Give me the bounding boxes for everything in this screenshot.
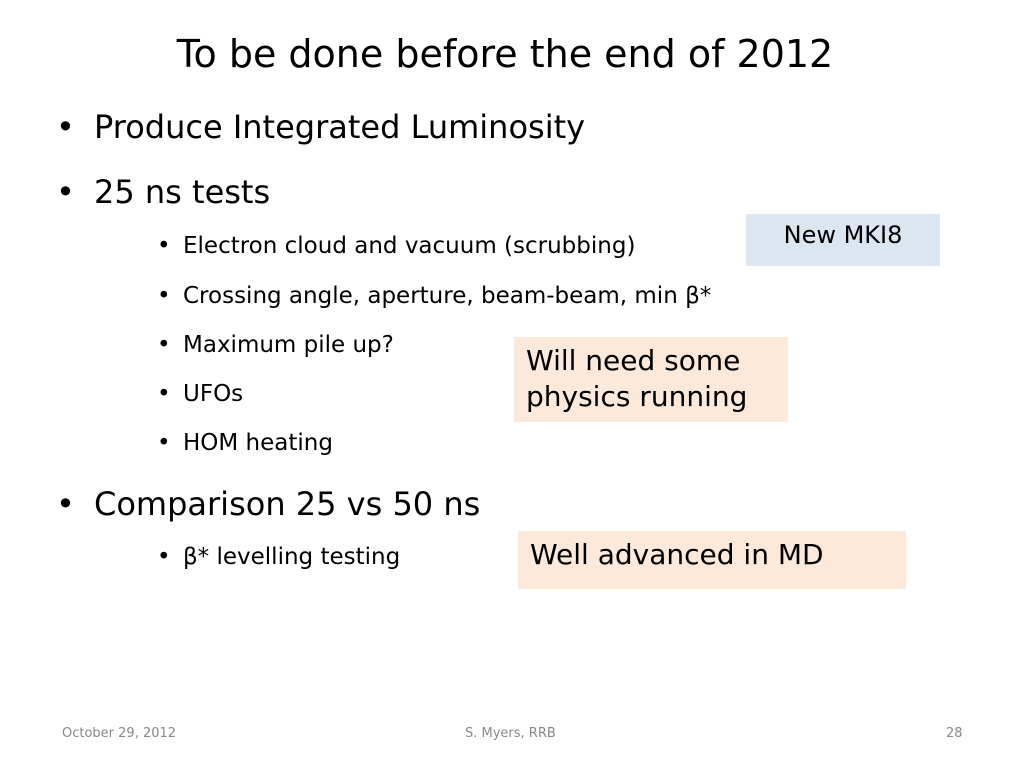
footer-author: S. Myers, RRB	[465, 726, 556, 741]
footer-page: 28	[946, 726, 963, 741]
sub-bullet: Maximum pile up?	[157, 332, 394, 358]
bullet: Produce Integrated Luminosity	[56, 108, 585, 146]
sub-bullet: β* levelling testing	[157, 544, 400, 570]
footer-date: October 29, 2012	[62, 726, 177, 741]
callout: Well advanced in MD	[518, 531, 906, 589]
sub-bullet: Electron cloud and vacuum (scrubbing)	[157, 233, 635, 259]
callout: New MKI8	[746, 214, 940, 266]
callout: Will need some physics running	[514, 337, 788, 422]
sub-bullet: Crossing angle, aperture, beam-beam, min…	[157, 283, 711, 309]
sub-bullet: UFOs	[157, 381, 243, 407]
sub-bullet: HOM heating	[157, 430, 333, 456]
bullet: 25 ns tests	[56, 173, 270, 211]
bullet: Comparison 25 vs 50 ns	[56, 485, 480, 523]
title: To be done before the end of 2012	[176, 32, 834, 76]
